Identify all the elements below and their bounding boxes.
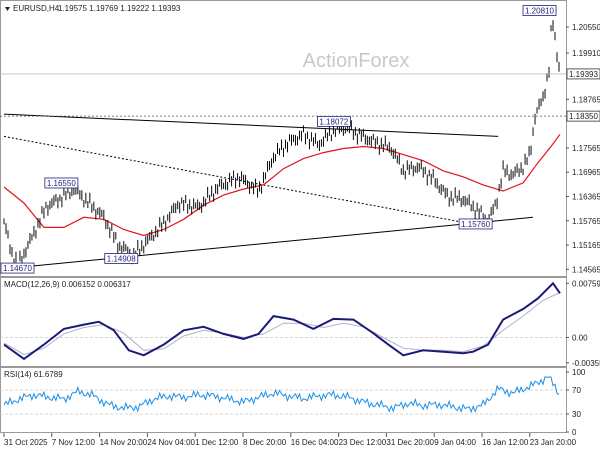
time-tick-label: 1 Dec 12:00 [195,438,239,447]
macd-panel-frame [0,277,567,367]
pivot-label: 1.20810 [525,7,554,16]
rsi-tick-label: 30 [572,410,581,419]
price-series-layer [3,20,560,270]
macd-line [3,281,561,361]
watermark-logo: ActionForex [303,50,410,72]
pivot-label-box [0,262,35,274]
price-tick-label: 1.16965 [572,168,600,177]
symbol-dropdown-icon[interactable] [5,7,10,11]
time-tick-label: 23 Dec 12:00 [339,438,387,447]
time-tick-label: 9 Jan 04:00 [434,438,476,447]
price-label: 1.18350 [569,112,598,121]
price-tick-label: 1.15165 [572,241,600,250]
trendlines-layer [3,113,534,267]
pivot-label: 1.16550 [47,179,76,188]
time-tick-label: 16 Dec 04:00 [291,438,339,447]
pivot-label: 1.14908 [107,254,136,263]
price-axis: 1.20550 1.19910 1.18765 1.17565 1.16965 1.163… [0,23,600,274]
moving-average-line [3,133,561,237]
price-panel-frame [0,0,567,277]
price-label-box [566,68,600,80]
time-tick-label: 8 Dec 20:00 [243,438,287,447]
macd-signal-line [3,292,561,356]
price-tick-label: 1.17565 [572,144,600,153]
macd-tick-label: 0.007598 [572,279,600,288]
price-tick-label: 1.14565 [572,265,600,274]
pivot-label: 1.15760 [461,220,490,229]
rsi-panel-frame [0,367,567,433]
symbol-label: EURUSD,H4 [13,4,60,13]
time-tick-label: 23 Jan 20:00 [530,438,577,447]
rsi-tick-label: 0 [572,428,577,437]
macd-axis: 0.007598 0.00 -0.00355 [566,279,600,368]
rsi-layer [0,376,566,415]
time-tick-label: 24 Nov 04:00 [147,438,195,447]
time-tick-label: 7 Nov 12:00 [52,438,96,447]
price-label: 1.19393 [569,70,598,79]
time-tick-label: 31 Dec 20:00 [386,438,434,447]
time-tick-label: 16 Jan 12:00 [482,438,529,447]
rsi-line [3,376,560,413]
time-tick-label: 14 Nov 20:00 [100,438,148,447]
price-label-box [566,110,600,122]
price-tick-label: 1.18765 [572,95,600,104]
annotations-layer: 1.20810 1.18072 1.16550 1.15760 1.14908 1.146… [0,5,557,274]
rsi-tick-label: 70 [572,386,581,395]
macd-layer [0,281,566,361]
pivot-label-box [458,218,493,230]
moving-average-layer [3,133,561,237]
pivot-label: 1.14670 [3,264,32,273]
price-tick-label: 1.20550 [572,23,600,32]
pivot-label-box [104,253,139,264]
macd-title: MACD(12,26,9) 0.006152 0.006317 [4,280,131,289]
dotted-trendline [3,135,459,222]
time-axis: 31 Oct 2025 7 Nov 12:00 14 Nov 20:00 24 Nov… [3,433,577,447]
upper-trendline [3,113,499,137]
rsi-tick-label: 100 [572,368,586,377]
rsi-title: RSI(14) 61.6789 [4,370,63,379]
macd-tick-label: -0.00355 [572,359,600,368]
price-tick-label: 1.15765 [572,217,600,226]
price-tick-label: 1.19910 [572,49,600,58]
ohlc-values: 1.19575 1.19769 1.19222 1.19393 [58,4,181,13]
rsi-axis: 100 70 30 0 [566,368,586,437]
time-tick-label: 31 Oct 2025 [4,438,48,447]
price-tick-label: 1.16365 [572,192,600,201]
pivot-label-box [522,5,557,16]
macd-tick-label: 0.00 [572,333,588,342]
pivot-label-box [316,115,351,127]
pivot-label-box [44,177,79,189]
pivot-label: 1.18072 [319,117,348,126]
